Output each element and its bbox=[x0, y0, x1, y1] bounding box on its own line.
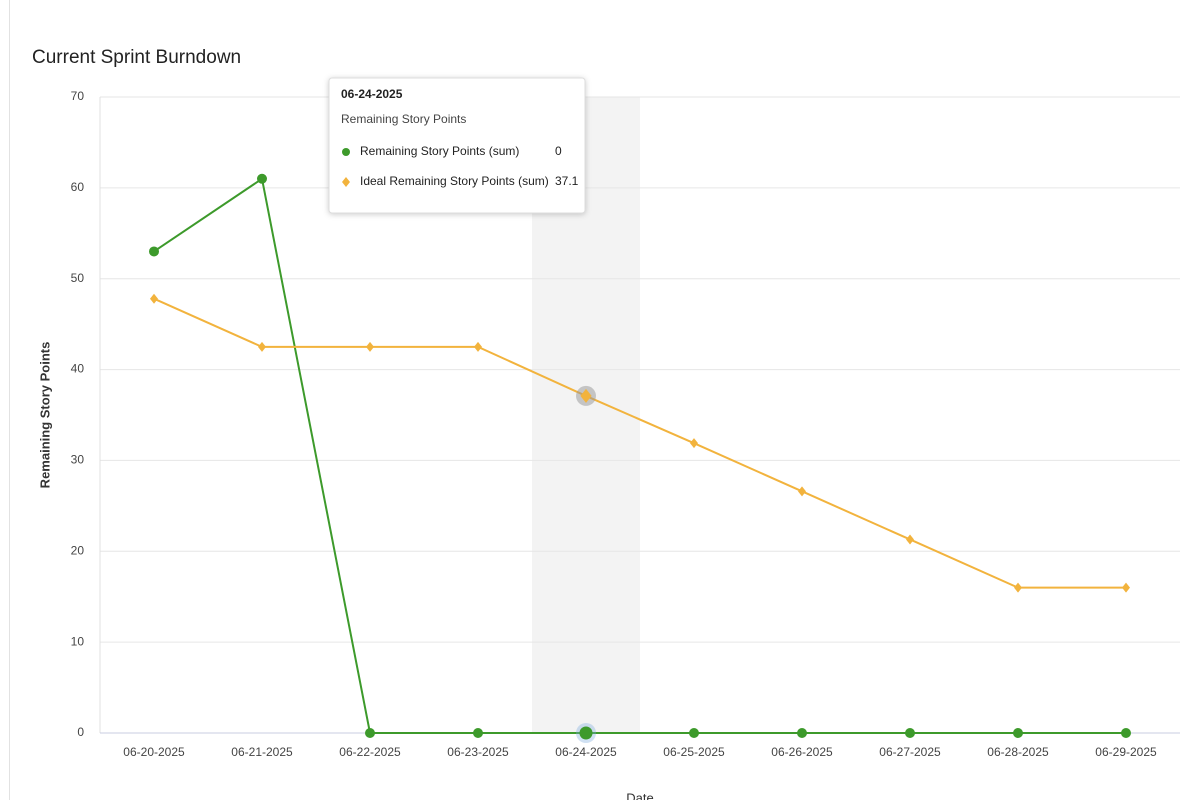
tooltip-value: 0 bbox=[555, 144, 562, 158]
tooltip-box bbox=[328, 77, 586, 214]
x-tick-label: 06-27-2025 bbox=[879, 745, 941, 759]
x-tick-label: 06-25-2025 bbox=[663, 745, 725, 759]
x-tick-label: 06-28-2025 bbox=[987, 745, 1049, 759]
point bbox=[257, 173, 267, 184]
point bbox=[579, 726, 593, 740]
series-line bbox=[153, 297, 1126, 589]
point bbox=[150, 293, 158, 304]
tooltip-marker bbox=[342, 148, 350, 156]
point bbox=[1013, 728, 1023, 738]
tooltip: 06-24-2025 Remaining Story Points Remain… bbox=[328, 77, 586, 214]
tooltip-marker bbox=[342, 177, 350, 187]
y-axis-title: Remaining Story Points bbox=[37, 342, 52, 489]
y-tick-label: 60 bbox=[71, 180, 85, 194]
point bbox=[365, 728, 375, 738]
point bbox=[1122, 582, 1130, 593]
y-tick-label: 70 bbox=[71, 89, 85, 103]
point bbox=[473, 728, 483, 738]
point bbox=[690, 438, 698, 449]
y-tick-label: 40 bbox=[71, 362, 85, 376]
chart-title: Current Sprint Burndown bbox=[32, 47, 241, 68]
point bbox=[797, 728, 807, 738]
point bbox=[905, 728, 915, 738]
point bbox=[1014, 582, 1022, 593]
y-tick-label: 50 bbox=[71, 271, 85, 285]
tooltip-date: 06-24-2025 bbox=[341, 87, 403, 101]
y-tick-label: 0 bbox=[77, 725, 84, 739]
x-tick-label: 06-23-2025 bbox=[447, 745, 509, 759]
series-line bbox=[153, 177, 1126, 734]
point bbox=[1121, 728, 1131, 738]
x-tick-label: 06-24-2025 bbox=[555, 745, 617, 759]
x-tick-label: 06-20-2025 bbox=[123, 745, 185, 759]
point bbox=[258, 341, 266, 352]
point bbox=[689, 728, 699, 738]
tooltip-series-name: Remaining Story Points (sum) bbox=[360, 144, 519, 158]
tooltip-subtitle: Remaining Story Points bbox=[341, 112, 466, 126]
point bbox=[366, 341, 374, 352]
point bbox=[906, 534, 914, 545]
x-tick-label: 06-29-2025 bbox=[1095, 745, 1157, 759]
point bbox=[798, 486, 806, 497]
tooltip-series-name: Ideal Remaining Story Points (sum) bbox=[360, 174, 549, 188]
point bbox=[149, 246, 159, 257]
x-tick-label: 06-21-2025 bbox=[231, 745, 293, 759]
point bbox=[580, 388, 592, 403]
x-axis-title: Date bbox=[626, 790, 653, 800]
y-tick-label: 30 bbox=[71, 453, 85, 467]
point bbox=[474, 341, 482, 352]
x-tick-label: 06-22-2025 bbox=[339, 745, 401, 759]
x-tick-label: 06-26-2025 bbox=[771, 745, 833, 759]
y-tick-label: 20 bbox=[71, 543, 85, 557]
y-tick-label: 10 bbox=[71, 634, 85, 648]
tooltip-value: 37.1 bbox=[555, 174, 579, 188]
